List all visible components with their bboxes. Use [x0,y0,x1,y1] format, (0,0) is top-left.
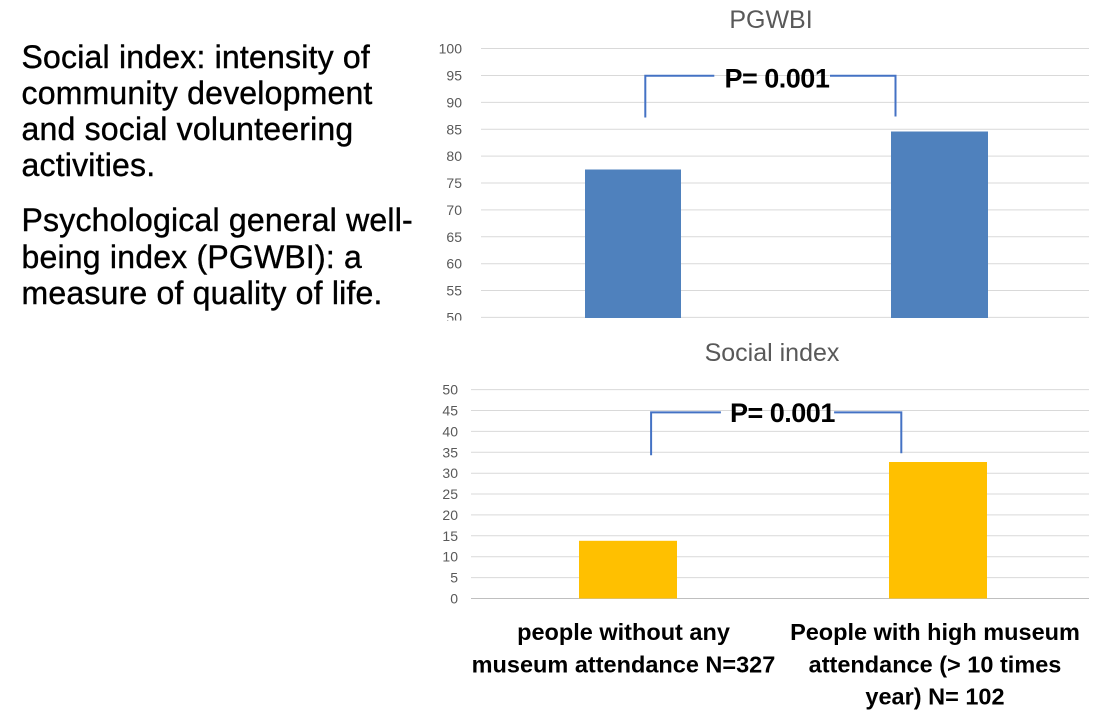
svg-text:80: 80 [446,148,462,164]
svg-text:100: 100 [439,41,463,57]
svg-text:35: 35 [442,444,458,460]
svg-text:65: 65 [446,229,462,245]
svg-text:15: 15 [442,528,458,544]
svg-text:museum attendance N=327: museum attendance N=327 [472,651,776,677]
svg-text:Social index: Social index [705,339,840,367]
svg-text:20: 20 [442,507,458,523]
svg-text:People with high museum: People with high museum [790,619,1080,645]
svg-text:70: 70 [446,202,462,218]
svg-text:50: 50 [446,309,462,325]
svg-text:P= 0.001: P= 0.001 [725,64,830,94]
svg-text:attendance (> 10 times: attendance (> 10 times [809,651,1062,677]
svg-text:P= 0.001: P= 0.001 [730,398,835,428]
svg-text:60: 60 [446,256,462,272]
svg-text:PGWBI: PGWBI [729,6,812,34]
svg-text:0: 0 [450,591,458,607]
svg-text:30: 30 [442,465,458,481]
svg-text:50: 50 [442,382,458,398]
svg-text:85: 85 [446,121,462,137]
svg-text:90: 90 [446,94,462,110]
svg-text:40: 40 [442,423,458,439]
svg-text:75: 75 [446,175,462,191]
svg-text:year) N= 102: year) N= 102 [865,684,1004,710]
svg-text:55: 55 [446,283,462,299]
svg-text:25: 25 [442,486,458,502]
svg-text:95: 95 [446,68,462,84]
svg-text:10: 10 [442,549,458,565]
svg-text:people without any: people without any [517,619,730,645]
svg-text:5: 5 [450,570,458,586]
svg-text:45: 45 [442,403,458,419]
